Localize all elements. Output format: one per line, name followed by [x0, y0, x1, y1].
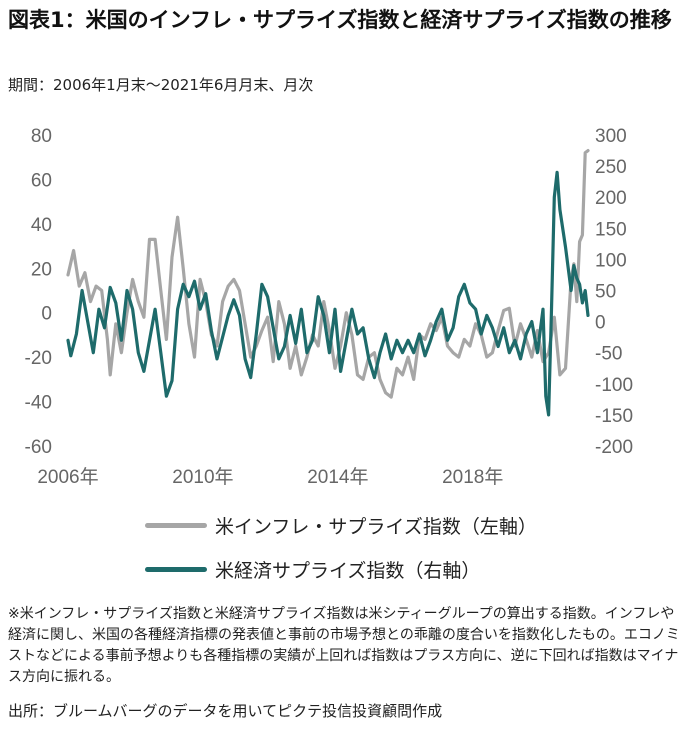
y-left-tick-label: 0 — [41, 304, 52, 325]
x-axis: 2006年 2010年 2014年 2018年 — [37, 466, 503, 488]
legend-label-inflation: 米インフレ・サプライズ指数（左軸） — [215, 516, 537, 538]
legend-item-economic: 米経済サプライズ指数（右軸） — [145, 556, 480, 583]
y-left-tick-label: 40 — [31, 215, 52, 236]
y-left-tick-label: 20 — [31, 259, 52, 280]
x-tick-label: 2014年 — [307, 466, 368, 488]
y-right-tick-label: 0 — [595, 313, 606, 334]
economic-series-line — [66, 170, 590, 417]
y-right-tick-label: -150 — [595, 406, 633, 427]
inflation-series-line — [66, 149, 590, 399]
y-right-tick-label: 150 — [595, 219, 627, 240]
y-right-tick-label: -50 — [595, 344, 622, 365]
y-left-tick-label: -20 — [25, 348, 52, 369]
legend-label-economic: 米経済サプライズ指数（右軸） — [215, 560, 481, 582]
source-note: 出所：ブルームバーグのデータを用いてピクテ投信投資顧問作成 — [8, 702, 443, 720]
x-tick-label: 2010年 — [172, 466, 233, 488]
y-right-tick-label: 250 — [595, 157, 627, 178]
page-title: 図表1：米国のインフレ・サプライズ指数と経済サプライズ指数の推移 — [8, 8, 672, 32]
y-right-axis: 300 250 200 150 100 50 0 -50 -100 -150 -200 — [595, 126, 633, 458]
legend-swatch-inflation — [145, 523, 207, 528]
x-tick-label: 2006年 — [37, 466, 98, 488]
y-left-tick-label: 60 — [31, 170, 52, 191]
legend-swatch-economic — [145, 567, 207, 572]
series-layer — [66, 149, 590, 417]
y-right-tick-label: -100 — [595, 375, 633, 396]
footnote: ※米インフレ・サプライズ指数と米経済サプライズ指数は米シティーグループの算出する… — [8, 606, 680, 685]
y-left-tick-label: -60 — [25, 437, 52, 458]
y-right-tick-label: 100 — [595, 250, 627, 271]
y-right-tick-label: 200 — [595, 188, 627, 209]
page-subtitle: 期間：2006年1月末～2021年6月月末、月次 — [8, 76, 314, 94]
y-left-tick-label: 80 — [31, 126, 52, 147]
y-right-tick-label: 300 — [595, 126, 627, 147]
y-left-tick-label: -40 — [25, 393, 52, 414]
y-left-axis: 80 60 40 20 0 -20 -40 -60 — [25, 126, 52, 458]
y-right-tick-label: -200 — [595, 437, 633, 458]
x-tick-label: 2018年 — [442, 466, 503, 488]
legend-item-inflation: 米インフレ・サプライズ指数（左軸） — [145, 512, 537, 539]
y-right-tick-label: 50 — [595, 282, 616, 303]
